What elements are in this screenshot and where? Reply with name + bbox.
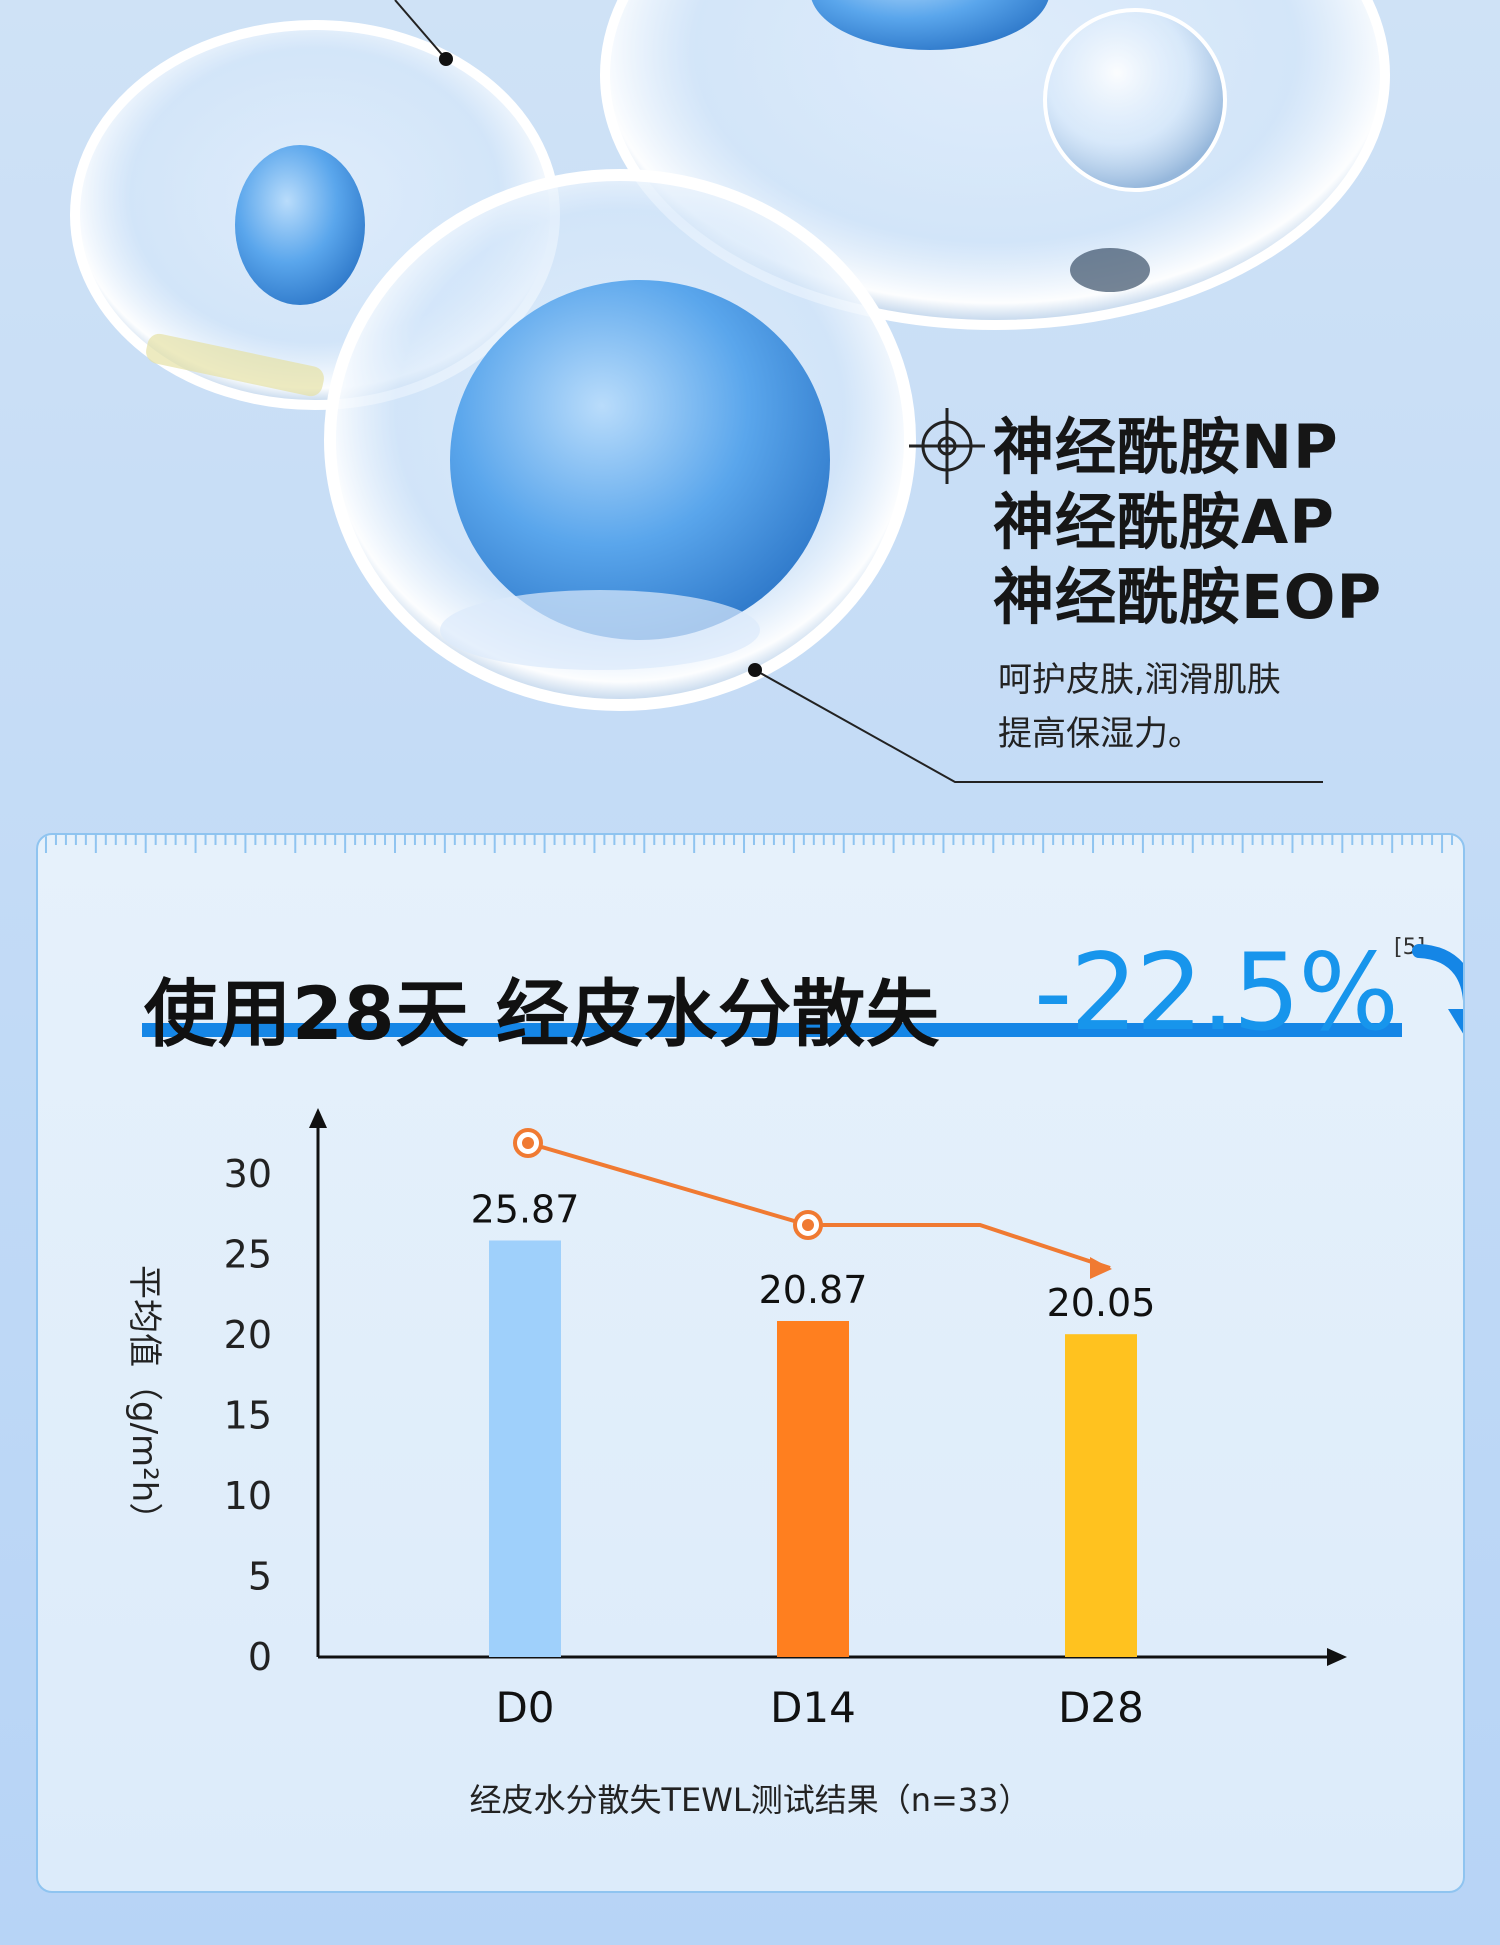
x-axis-arrow bbox=[1327, 1648, 1347, 1666]
x-axis-caption: 经皮水分散失TEWL测试结果（n=33） bbox=[469, 1781, 1031, 1819]
headline-percent: -22.5% bbox=[1034, 931, 1399, 1054]
headline-text: 使用28天 经皮水分散失 bbox=[144, 972, 941, 1057]
ingredient-np: 神经酰胺NP bbox=[993, 412, 1339, 483]
ingredient-eop: 神经酰胺EOP bbox=[993, 562, 1383, 633]
bar-d0 bbox=[489, 1240, 561, 1657]
ingredient-description-line: 呵护皮肤,润滑肌肤 bbox=[998, 660, 1281, 700]
trend-line bbox=[527, 1141, 1111, 1270]
ingredient-ap: 神经酰胺AP bbox=[993, 487, 1335, 558]
x-tick-label: D28 bbox=[1058, 1683, 1144, 1732]
ruler-decoration bbox=[44, 835, 1454, 853]
y-tick-label: 5 bbox=[248, 1555, 272, 1599]
bar-value-label: 25.87 bbox=[471, 1187, 580, 1231]
bar-d28 bbox=[1065, 1334, 1137, 1657]
bar-value-label: 20.87 bbox=[759, 1268, 868, 1312]
y-tick-label: 20 bbox=[224, 1313, 272, 1357]
y-tick-label: 25 bbox=[224, 1233, 272, 1277]
trend-marker-dot bbox=[522, 1137, 534, 1149]
y-axis-arrow bbox=[309, 1108, 327, 1128]
headline-underline bbox=[142, 1023, 1402, 1037]
y-axis-label: 平均值（g/m²h） bbox=[124, 1265, 164, 1537]
x-tick-label: D14 bbox=[770, 1683, 856, 1732]
trend-arrowhead bbox=[1090, 1257, 1112, 1279]
ingredient-list: 神经酰胺NP 神经酰胺AP 神经酰胺EOP bbox=[993, 410, 1382, 635]
trend-marker-dot bbox=[802, 1219, 814, 1231]
crosshair-icon bbox=[909, 408, 985, 484]
y-tick-label: 10 bbox=[224, 1474, 272, 1518]
bubble-small bbox=[1043, 8, 1227, 192]
ceramide-bubbles-illustration bbox=[70, 0, 1390, 783]
y-tick-label: 15 bbox=[224, 1394, 272, 1438]
ingredient-description: 呵护皮肤,润滑肌肤 提高保湿力。 bbox=[998, 653, 1281, 761]
down-arrow-icon bbox=[1412, 944, 1463, 1034]
bar-d14 bbox=[777, 1320, 849, 1657]
result-panel: 使用28天 经皮水分散失 -22.5% [5] bbox=[36, 833, 1465, 1893]
y-tick-label: 30 bbox=[224, 1152, 272, 1196]
ingredient-description-line: 提高保湿力。 bbox=[998, 714, 1202, 754]
bar-value-label: 20.05 bbox=[1047, 1281, 1156, 1325]
y-tick-label: 0 bbox=[248, 1635, 272, 1679]
x-tick-label: D0 bbox=[495, 1683, 554, 1732]
